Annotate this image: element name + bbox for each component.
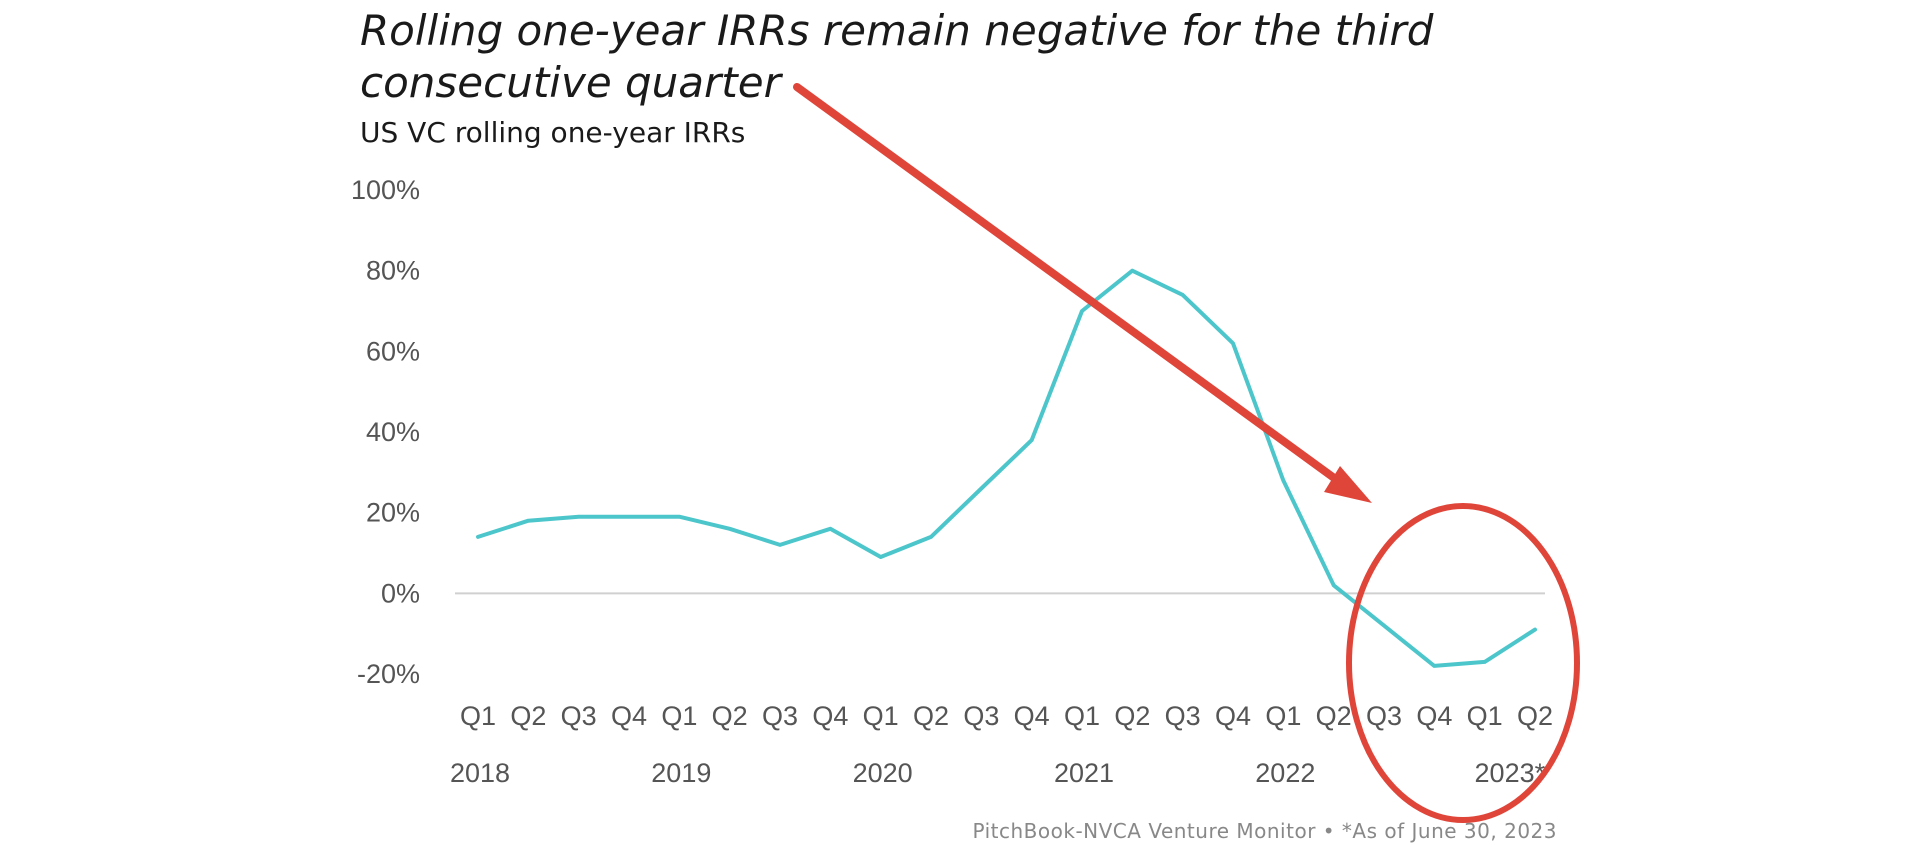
annotation-arrow xyxy=(793,83,1372,503)
x-tick-quarter: Q1 xyxy=(1064,701,1100,731)
x-tick-quarter: Q1 xyxy=(1265,701,1301,731)
y-tick-label: 100% xyxy=(351,175,420,205)
x-tick-quarter: Q1 xyxy=(661,701,697,731)
x-tick-year: 2020 xyxy=(853,758,913,788)
chart-title-line1: Rolling one-year IRRs remain negative fo… xyxy=(360,6,1434,55)
x-tick-quarter: Q1 xyxy=(1467,701,1503,731)
y-axis-ticks: 100% 80% 60% 40% 20% 0% -20% xyxy=(351,175,420,689)
x-tick-quarter: Q3 xyxy=(1366,701,1402,731)
x-tick-quarter: Q4 xyxy=(1416,701,1452,731)
x-axis-year-labels: 2018 2019 2020 2021 2022 2023* xyxy=(450,758,1546,788)
series-line-irr xyxy=(476,268,1537,668)
y-tick-label: 0% xyxy=(381,578,420,608)
y-tick-label: 60% xyxy=(366,336,420,366)
y-tick-label: 20% xyxy=(366,498,420,528)
x-tick-quarter: Q1 xyxy=(863,701,899,731)
x-tick-year: 2018 xyxy=(450,758,510,788)
x-tick-quarter: Q2 xyxy=(1114,701,1150,731)
x-tick-quarter: Q2 xyxy=(1316,701,1352,731)
x-tick-quarter: Q4 xyxy=(1014,701,1050,731)
chart-subtitle: US VC rolling one-year IRRs xyxy=(360,116,745,149)
x-tick-quarter: Q2 xyxy=(1517,701,1553,731)
annotation-circle xyxy=(1346,503,1580,823)
x-tick-quarter: Q3 xyxy=(762,701,798,731)
x-tick-quarter: Q1 xyxy=(460,701,496,731)
x-axis-quarter-ticks: Q1 Q2 Q3 Q4 Q1 Q2 Q3 Q4 Q1 Q2 Q3 Q4 Q1 Q2 Q3 Q4 Q1 Q2 Q3 Q4… xyxy=(460,701,1553,731)
x-tick-year: 2022 xyxy=(1255,758,1315,788)
y-tick-label: 40% xyxy=(366,417,420,447)
x-tick-quarter: Q2 xyxy=(510,701,546,731)
y-tick-label: 80% xyxy=(366,256,420,286)
x-tick-quarter: Q4 xyxy=(611,701,647,731)
x-tick-quarter: Q2 xyxy=(913,701,949,731)
source-note: PitchBook-NVCA Venture Monitor • *As of … xyxy=(972,819,1557,843)
x-tick-quarter: Q3 xyxy=(1165,701,1201,731)
x-tick-year: 2019 xyxy=(651,758,711,788)
x-tick-quarter: Q4 xyxy=(812,701,848,731)
x-tick-year: 2021 xyxy=(1054,758,1114,788)
x-tick-quarter: Q3 xyxy=(963,701,999,731)
x-tick-quarter: Q2 xyxy=(712,701,748,731)
x-tick-quarter: Q4 xyxy=(1215,701,1251,731)
chart-title-line2: consecutive quarter xyxy=(360,58,784,107)
x-tick-quarter: Q3 xyxy=(561,701,597,731)
y-tick-label: -20% xyxy=(357,659,420,689)
